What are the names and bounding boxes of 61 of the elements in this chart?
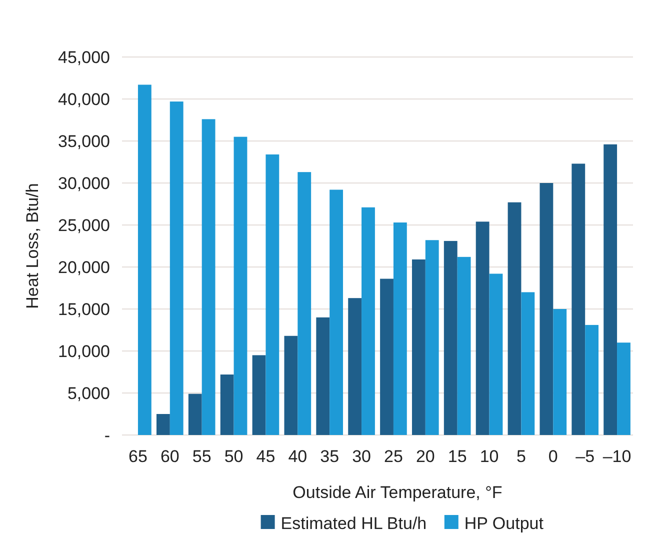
- x-tick-label: 30: [352, 447, 371, 466]
- y-tick-label: 35,000: [58, 132, 110, 151]
- bar: [617, 342, 630, 435]
- y-tick-label: 10,000: [58, 342, 110, 361]
- bar: [380, 278, 394, 435]
- x-tick-label: 65: [128, 447, 148, 466]
- y-axis-title: Heat Loss, Btu/h: [23, 183, 42, 309]
- y-tick-label: 15,000: [58, 300, 110, 319]
- bar: [521, 292, 535, 435]
- bar: [444, 240, 458, 435]
- bar: [298, 172, 312, 435]
- bar: [284, 336, 298, 435]
- bar: [170, 102, 184, 435]
- x-tick-label: 60: [160, 447, 180, 466]
- x-axis-title: Outside Air Temperature, °F: [292, 483, 502, 502]
- bar: [188, 394, 202, 435]
- bar: [138, 84, 152, 435]
- x-tick-label: 20: [416, 447, 435, 466]
- bar: [585, 324, 599, 435]
- y-tick-label: 30,000: [58, 174, 110, 193]
- y-tick-label: 20,000: [58, 258, 110, 277]
- x-tick-label: 0: [548, 447, 558, 466]
- y-tick-label: -: [104, 426, 110, 445]
- bar: [553, 309, 567, 435]
- y-tick-label: 5,000: [67, 384, 110, 403]
- bar: [476, 222, 490, 435]
- bar: [604, 144, 618, 435]
- x-tick-label: 40: [288, 447, 308, 466]
- x-tick-label: –10: [602, 447, 632, 466]
- bar: [202, 119, 216, 435]
- bar: [425, 240, 439, 435]
- bar: [572, 164, 586, 435]
- x-tick-label: 15: [448, 447, 467, 466]
- x-tick-label: 10: [480, 447, 499, 466]
- bar: [266, 154, 280, 435]
- x-tick-label: 55: [192, 447, 212, 466]
- bar: [489, 274, 503, 435]
- bar: [393, 222, 407, 435]
- bar: [362, 207, 375, 435]
- x-tick-label: 45: [256, 447, 276, 466]
- bar: [220, 374, 234, 435]
- bar: [540, 183, 554, 435]
- bar: [508, 202, 522, 435]
- x-tick-label: –5: [576, 447, 595, 466]
- x-tick-label: 35: [320, 447, 340, 466]
- y-tick-label: 45,000: [58, 48, 110, 67]
- bar: [316, 317, 330, 435]
- x-tick-label: 25: [384, 447, 403, 466]
- bar: [457, 256, 471, 435]
- x-tick-label: 50: [224, 447, 244, 466]
- legend-label: HP Output: [464, 514, 544, 533]
- y-tick-label: 40,000: [58, 90, 110, 109]
- y-tick-label: 25,000: [58, 216, 110, 235]
- bar: [156, 414, 170, 435]
- bar: [348, 298, 362, 435]
- x-tick-label: 5: [516, 447, 526, 466]
- legend-label: Estimated HL Btu/h: [280, 514, 427, 533]
- bar: [252, 355, 266, 435]
- bar: [330, 190, 344, 435]
- bar: [234, 136, 248, 435]
- bar: [412, 259, 426, 435]
